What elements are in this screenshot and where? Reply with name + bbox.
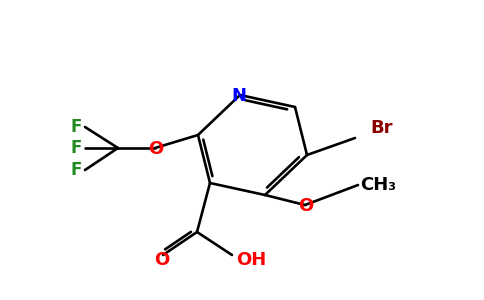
Text: CH₃: CH₃ bbox=[360, 176, 396, 194]
Text: F: F bbox=[71, 161, 82, 179]
Text: F: F bbox=[71, 118, 82, 136]
Text: Br: Br bbox=[370, 119, 393, 137]
Text: OH: OH bbox=[236, 251, 266, 269]
Text: O: O bbox=[149, 140, 164, 158]
Text: N: N bbox=[231, 87, 246, 105]
Text: O: O bbox=[154, 251, 169, 269]
Text: O: O bbox=[298, 197, 314, 215]
Text: F: F bbox=[71, 139, 82, 157]
